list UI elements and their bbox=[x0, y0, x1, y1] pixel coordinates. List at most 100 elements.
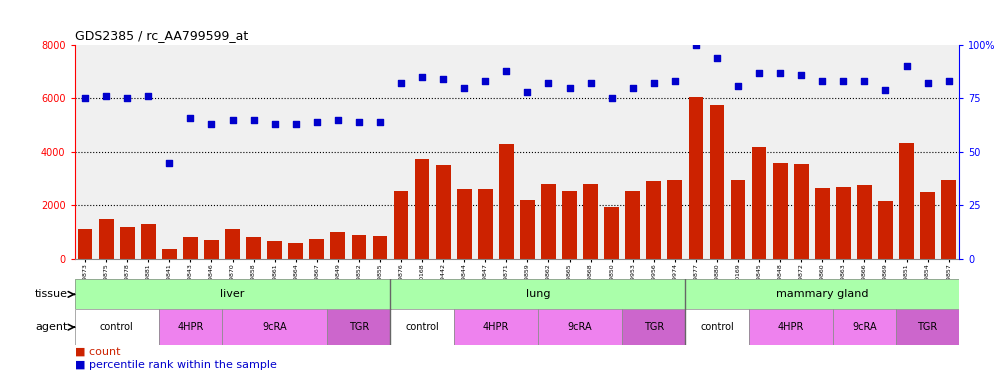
Text: control: control bbox=[406, 322, 439, 332]
Point bbox=[625, 85, 641, 91]
Bar bbox=[141, 224, 156, 259]
Bar bbox=[478, 189, 493, 259]
Bar bbox=[541, 184, 556, 259]
Bar bbox=[731, 180, 746, 259]
Point bbox=[751, 70, 767, 76]
Point bbox=[330, 117, 346, 123]
Bar bbox=[833, 309, 896, 345]
Text: tissue: tissue bbox=[35, 290, 69, 299]
Bar bbox=[247, 237, 261, 259]
Text: lung: lung bbox=[526, 290, 551, 299]
Text: control: control bbox=[700, 322, 734, 332]
Point bbox=[98, 93, 114, 99]
Bar bbox=[352, 235, 366, 259]
Text: TGR: TGR bbox=[349, 322, 369, 332]
Text: 9cRA: 9cRA bbox=[852, 322, 877, 332]
Point bbox=[667, 78, 683, 84]
Text: 9cRA: 9cRA bbox=[262, 322, 287, 332]
Bar bbox=[499, 144, 514, 259]
Bar bbox=[896, 309, 959, 345]
Text: liver: liver bbox=[221, 290, 245, 299]
Bar bbox=[520, 200, 535, 259]
Point bbox=[814, 78, 830, 84]
Bar bbox=[288, 243, 303, 259]
Bar bbox=[686, 309, 748, 345]
Text: 4HPR: 4HPR bbox=[177, 322, 204, 332]
Bar bbox=[772, 163, 787, 259]
Bar bbox=[373, 236, 388, 259]
Bar bbox=[900, 142, 913, 259]
Bar bbox=[878, 201, 893, 259]
Bar bbox=[686, 279, 959, 309]
Bar bbox=[327, 309, 391, 345]
Bar bbox=[309, 239, 324, 259]
Bar bbox=[394, 190, 409, 259]
Text: ■ percentile rank within the sample: ■ percentile rank within the sample bbox=[75, 360, 276, 369]
Bar bbox=[162, 249, 177, 259]
Text: TGR: TGR bbox=[917, 322, 937, 332]
Point bbox=[731, 82, 746, 88]
Point bbox=[793, 72, 809, 78]
Point bbox=[225, 117, 241, 123]
Point bbox=[351, 119, 367, 125]
Point bbox=[878, 87, 894, 93]
Text: mammary gland: mammary gland bbox=[776, 290, 869, 299]
Point bbox=[119, 95, 135, 101]
Point bbox=[919, 81, 935, 87]
Point bbox=[435, 76, 451, 82]
Bar bbox=[435, 165, 450, 259]
Bar bbox=[75, 279, 391, 309]
Bar bbox=[222, 309, 327, 345]
Bar bbox=[226, 230, 240, 259]
Text: 9cRA: 9cRA bbox=[568, 322, 592, 332]
Text: agent: agent bbox=[36, 322, 69, 332]
Point bbox=[562, 85, 578, 91]
Text: TGR: TGR bbox=[644, 322, 664, 332]
Text: 4HPR: 4HPR bbox=[777, 322, 804, 332]
Point bbox=[456, 85, 472, 91]
Bar bbox=[391, 309, 453, 345]
Bar bbox=[604, 207, 619, 259]
Bar bbox=[159, 309, 222, 345]
Point bbox=[78, 95, 93, 101]
Bar bbox=[646, 181, 661, 259]
Point bbox=[477, 78, 493, 84]
Point bbox=[688, 42, 704, 48]
Bar bbox=[751, 147, 766, 259]
Bar bbox=[689, 97, 704, 259]
Point bbox=[857, 78, 873, 84]
Bar bbox=[583, 184, 598, 259]
Point bbox=[709, 55, 725, 61]
Bar bbox=[267, 241, 282, 259]
Bar bbox=[98, 219, 113, 259]
Point bbox=[940, 78, 956, 84]
Point bbox=[520, 89, 536, 95]
Bar bbox=[538, 309, 622, 345]
Point bbox=[582, 81, 598, 87]
Point bbox=[288, 121, 304, 127]
Bar bbox=[710, 105, 725, 259]
Point bbox=[646, 81, 662, 87]
Point bbox=[140, 93, 156, 99]
Bar bbox=[941, 180, 956, 259]
Point bbox=[414, 74, 430, 80]
Point bbox=[372, 119, 388, 125]
Point bbox=[309, 119, 325, 125]
Point bbox=[498, 68, 514, 74]
Text: GDS2385 / rc_AA799599_at: GDS2385 / rc_AA799599_at bbox=[75, 30, 248, 42]
Bar bbox=[857, 185, 872, 259]
Text: 4HPR: 4HPR bbox=[483, 322, 509, 332]
Bar bbox=[815, 188, 830, 259]
Bar bbox=[622, 309, 686, 345]
Bar bbox=[836, 187, 851, 259]
Point bbox=[772, 70, 788, 76]
Bar bbox=[75, 309, 159, 345]
Bar bbox=[183, 237, 198, 259]
Point bbox=[899, 63, 914, 69]
Bar bbox=[330, 232, 345, 259]
Point bbox=[204, 121, 220, 127]
Bar bbox=[920, 192, 935, 259]
Point bbox=[183, 115, 199, 121]
Bar bbox=[668, 180, 682, 259]
Point bbox=[603, 95, 619, 101]
